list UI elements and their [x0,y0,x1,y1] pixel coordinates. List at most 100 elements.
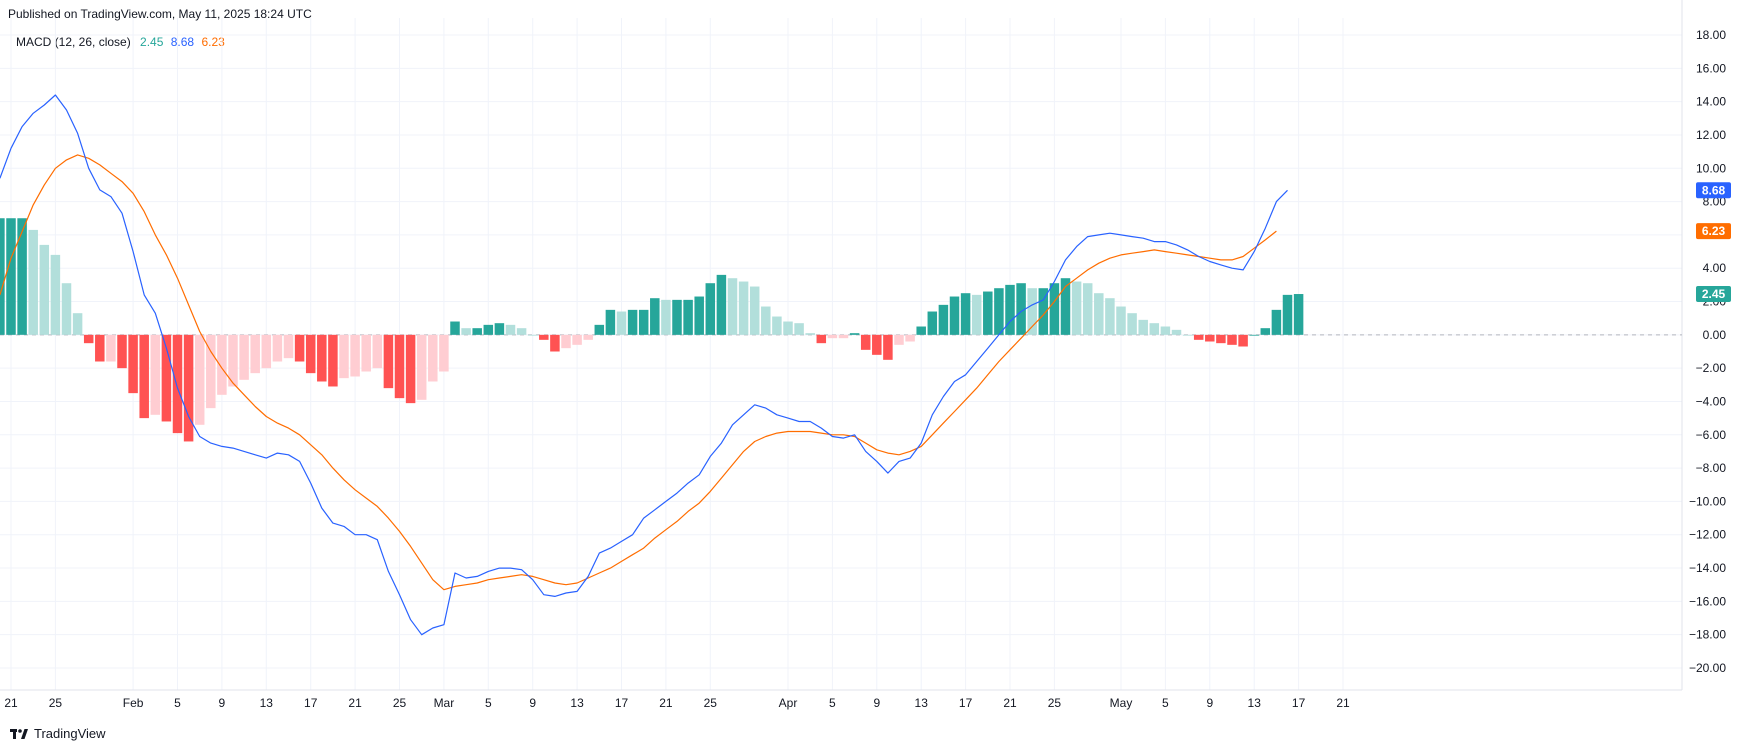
histogram-bar [1105,298,1115,335]
x-tick-label: 9 [873,696,880,710]
histogram-bar [150,334,161,415]
last-value-label-signal: 6.23 [1702,224,1726,238]
histogram-bar [1027,288,1037,335]
histogram-bar [383,334,394,389]
histogram-bar [428,334,438,382]
histogram-bar [539,334,549,340]
histogram-bar [960,293,971,335]
indicator-legend[interactable]: MACD (12, 26, close) 2.45 8.68 6.23 [16,35,231,49]
histogram-bar [494,323,505,335]
histogram-bar [239,334,249,380]
histogram-bar [1160,326,1171,335]
histogram-bar [794,323,804,335]
histogram-bar [983,291,993,335]
histogram-bar [749,286,760,335]
y-tick-label: 0.00 [1703,328,1727,342]
x-tick-label: 13 [915,696,929,710]
histogram-bar [305,334,316,374]
histogram-bar [95,334,105,362]
histogram-bar [439,334,449,372]
histogram-bar [117,334,127,369]
histogram-bar [1193,334,1204,340]
histogram-bar [860,334,871,350]
histogram-bar [106,334,116,362]
histogram-bar [72,313,83,335]
x-tick-label: 25 [1048,696,1062,710]
histogram-bar [1282,294,1293,335]
histogram-bar [783,321,793,335]
histogram-bar [761,306,771,335]
footer-brand[interactable]: TradingView [10,726,106,741]
histogram-bar [1049,283,1060,335]
histogram-bar [838,334,849,339]
histogram-bar [139,334,149,419]
x-tick-label: 9 [1206,696,1213,710]
histogram-bar [561,334,571,349]
histogram-bar [683,299,693,335]
histogram-bar [872,334,882,355]
x-tick-label: 21 [659,696,673,710]
histogram-bar [527,334,538,336]
x-tick-label: 25 [49,696,63,710]
indicator-signal-value: 6.23 [201,35,225,49]
histogram-bar [294,334,305,362]
x-tick-label: 17 [959,696,973,710]
histogram-bar [472,328,482,335]
y-tick-label: −4.00 [1696,394,1727,408]
histogram-bar [1216,334,1226,344]
x-tick-label: 17 [1292,696,1306,710]
indicator-name: MACD (12, 26, close) [16,35,131,49]
histogram-bar [128,334,138,394]
histogram-bar [1060,278,1071,335]
x-tick-label: Feb [123,696,144,710]
indicator-macd-value: 8.68 [170,35,195,49]
x-tick-label: 21 [4,696,18,710]
histogram-bar [1071,281,1082,335]
x-tick-label: 21 [1336,696,1350,710]
published-header: Published on TradingView.com, May 11, 20… [8,7,312,21]
histogram-bar [827,334,838,339]
x-tick-label: 13 [570,696,584,710]
signal-line [0,154,1277,591]
histogram-bar [627,309,638,335]
histogram-bar [661,299,671,335]
last-value-badge-histogram [1696,286,1731,303]
histogram-bar [461,328,471,335]
histogram-bar [938,304,949,335]
histogram-bar [1005,284,1015,335]
histogram-bar [194,334,205,425]
histogram-bar [949,296,960,335]
y-tick-label: −8.00 [1696,461,1727,475]
histogram-bar [1138,319,1148,335]
y-tick-label: 16.00 [1696,61,1726,75]
histogram-bar [583,334,593,340]
x-tick-label: 25 [393,696,407,710]
x-tick-label: 25 [704,696,718,710]
x-tick-label: May [1110,696,1133,710]
last-value-badge-macd [1696,182,1731,199]
histogram-bar [1094,293,1104,335]
histogram-bar [1016,283,1026,335]
histogram-bar [217,334,227,395]
x-tick-label: 17 [304,696,318,710]
histogram-bar [694,296,704,335]
macd-line [0,94,1288,636]
last-value-badge-signal [1696,223,1731,240]
histogram-bar [450,321,460,335]
histogram-bar [883,334,893,360]
histogram-bar [339,334,349,379]
histogram-bar [1249,334,1259,336]
x-tick-label: 9 [219,696,226,710]
histogram-bar [483,324,494,335]
histogram-bar [1116,306,1126,335]
y-tick-label: −14.00 [1689,561,1726,575]
histogram-bar [1260,328,1271,335]
x-tick-label: Mar [434,696,455,710]
histogram-bar [616,311,627,335]
histogram-bar [716,274,727,335]
histogram-bar [405,334,416,404]
histogram-bar [1238,334,1248,347]
x-tick-label: 13 [1248,696,1262,710]
histogram-bar [927,311,938,335]
